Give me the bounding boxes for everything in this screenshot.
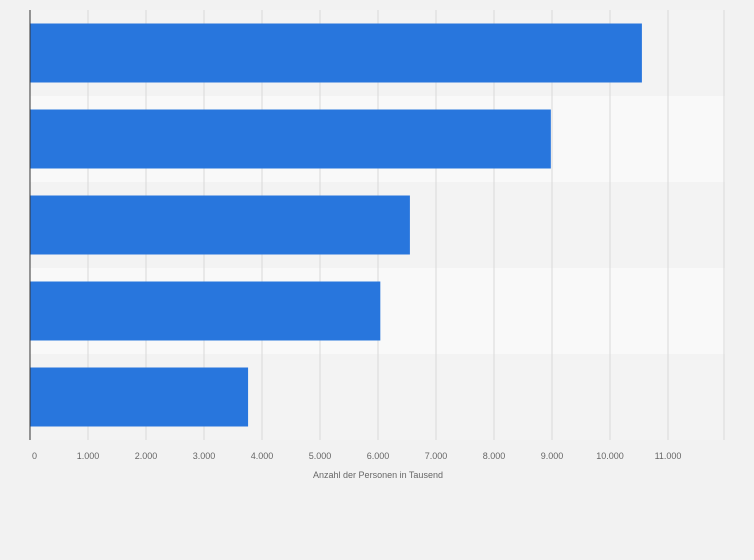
bars bbox=[30, 23, 642, 427]
x-tick-label: 3.000 bbox=[193, 451, 216, 461]
x-tick-label: 1.000 bbox=[77, 451, 100, 461]
bar[interactable] bbox=[30, 195, 410, 255]
bar[interactable] bbox=[30, 23, 642, 83]
x-tick-label: 5.000 bbox=[309, 451, 332, 461]
x-tick-label: 6.000 bbox=[367, 451, 390, 461]
x-tick-label: 10.000 bbox=[596, 451, 624, 461]
x-tick-label: 8.000 bbox=[483, 451, 506, 461]
x-tick-label: 9.000 bbox=[541, 451, 564, 461]
x-tick-label: 11.000 bbox=[655, 451, 682, 461]
bar[interactable] bbox=[30, 109, 551, 169]
x-axis-title: Anzahl der Personen in Tausend bbox=[313, 470, 443, 480]
x-tick-label: 0 bbox=[32, 451, 37, 461]
x-tick-label: 4.000 bbox=[251, 451, 274, 461]
bar[interactable] bbox=[30, 367, 249, 427]
x-tick-label: 2.000 bbox=[135, 451, 158, 461]
x-tick-labels: 0 1.000 2.000 3.000 4.000 5.000 6.000 7.000 8.00… bbox=[32, 451, 681, 461]
x-tick-label: 7.000 bbox=[425, 451, 448, 461]
bar[interactable] bbox=[30, 281, 381, 341]
